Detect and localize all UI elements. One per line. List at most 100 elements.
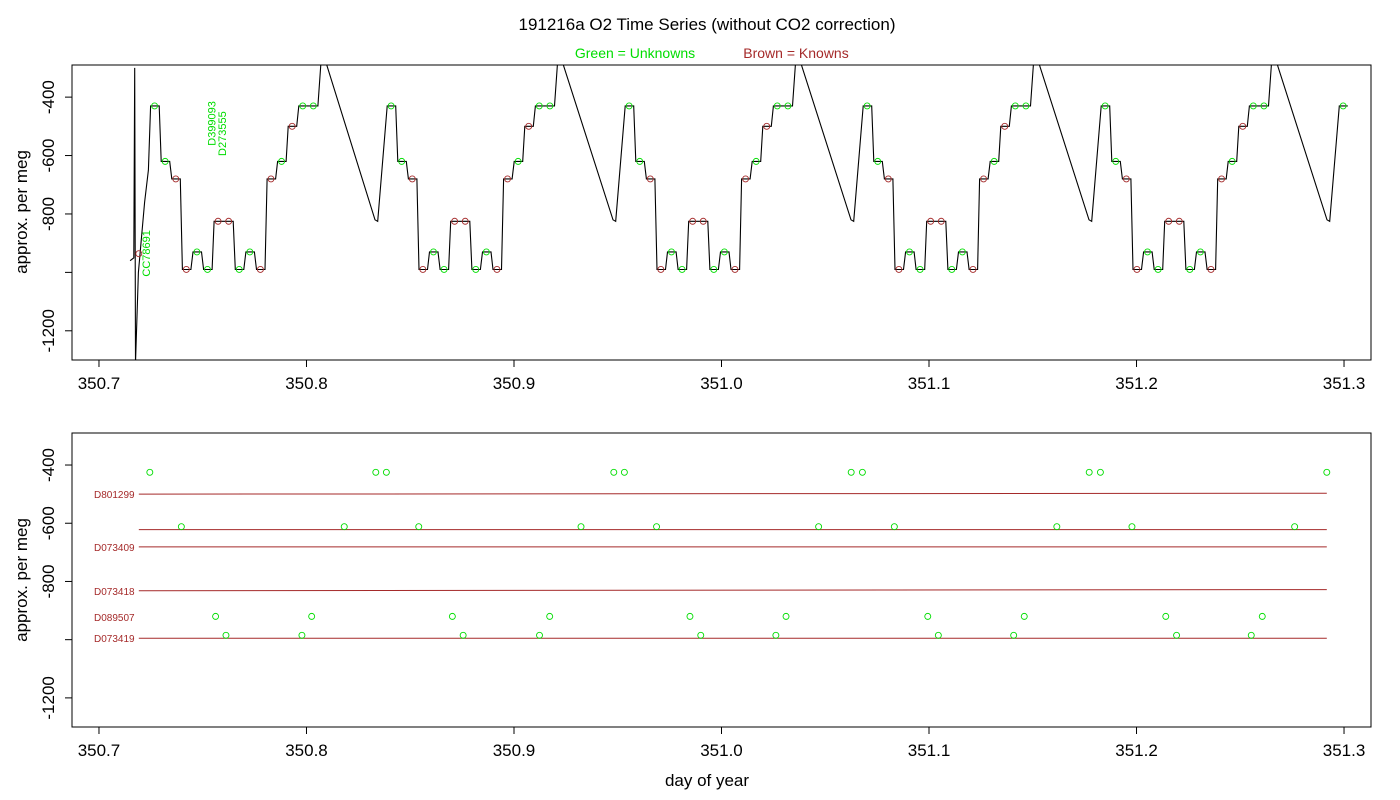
known-standard-label: D801299 (94, 490, 135, 501)
x-tick-label: 351.2 (1115, 741, 1158, 760)
unknown-point (1101, 102, 1109, 110)
x-axis-label: day of year (665, 771, 749, 790)
unknown-point (625, 102, 633, 110)
unknown-point (387, 102, 395, 110)
unknown-point (948, 266, 956, 273)
unknown-point (636, 157, 644, 165)
bottom-panel: 350.7 350.8 350.9 351.0 351.1 351.2 351.3 -400 -… (39, 432, 1372, 760)
x-tick-label: 351.2 (1115, 374, 1158, 393)
unknown-point (1144, 248, 1151, 256)
known-point (504, 175, 511, 183)
unknown-point (246, 248, 254, 256)
known-standard-line (138, 528, 1327, 531)
legend-knowns: Brown = Knowns (743, 45, 848, 61)
known-point (225, 217, 233, 225)
unknown-point (782, 612, 790, 620)
unknown-point (1249, 102, 1257, 110)
unknown-point (1228, 157, 1236, 165)
sample-annotation: CC78691 (141, 230, 153, 276)
known-point (408, 175, 416, 183)
known-standard-label: D073418 (94, 587, 135, 598)
unknown-point (752, 157, 760, 165)
unknown-point (546, 102, 554, 110)
unknown-point (1022, 102, 1030, 110)
unknown-point (847, 468, 855, 476)
unknown-point (1196, 248, 1204, 256)
known-point (937, 217, 945, 225)
unknown-point (193, 248, 201, 256)
y-tick-label: -400 (39, 80, 58, 114)
known-point (980, 175, 988, 183)
unknown-point (382, 468, 390, 476)
unknown-point (1011, 102, 1019, 110)
known-point (182, 266, 190, 273)
known-standard-line (138, 492, 1327, 495)
known-point (451, 217, 459, 225)
unknown-point (514, 157, 522, 165)
unknown-point (815, 523, 823, 531)
x-tick-label: 350.8 (285, 374, 328, 393)
unknown-point (1085, 468, 1093, 476)
unknown-point (278, 157, 286, 165)
known-point (135, 250, 143, 258)
unknown-point (1112, 157, 1120, 165)
known-standard-line (138, 546, 1327, 548)
sample-annotation: D399093 (207, 101, 219, 146)
unknown-point (177, 523, 185, 531)
unknown-point (535, 102, 543, 110)
y-tick-label: -800 (39, 197, 58, 231)
known-point (1218, 175, 1226, 183)
known-point (1122, 175, 1130, 183)
unknown-point (1291, 523, 1299, 531)
unknown-point (204, 266, 211, 273)
unknown-point (212, 612, 220, 620)
unknown-point (772, 631, 780, 639)
unknown-point (1186, 266, 1194, 273)
known-point (763, 122, 771, 130)
y-tick-label: -400 (39, 448, 58, 482)
unknown-point (308, 612, 316, 620)
unknown-point (934, 631, 942, 639)
unknown-point (858, 468, 866, 476)
known-standard-line (138, 589, 1327, 592)
unknown-point (1260, 102, 1268, 110)
unknown-point (299, 102, 307, 110)
unknown-point (668, 248, 675, 256)
unknown-point (720, 248, 728, 256)
trace-group (129, 65, 1348, 360)
known-point (731, 266, 739, 273)
chart-title: 191216a O2 Time Series (without CO2 corr… (518, 15, 895, 34)
known-point (1175, 217, 1183, 225)
known-point (493, 266, 501, 273)
top-y-axis-label: approx. per meg (12, 150, 31, 274)
unknown-point (1173, 631, 1181, 639)
legend-unknowns: Green = Unknowns (575, 45, 695, 61)
known-point (1207, 266, 1215, 273)
known-point (461, 217, 469, 225)
known-point (214, 217, 222, 225)
known-point (969, 266, 977, 273)
known-point (1239, 122, 1247, 130)
x-tick-label: 350.9 (493, 741, 536, 760)
x-tick-label: 350.8 (285, 741, 328, 760)
known-point (689, 217, 697, 225)
x-tick-label: 350.7 (78, 374, 121, 393)
unknown-point (577, 523, 585, 531)
unknown-point (773, 102, 781, 110)
unknown-point (546, 612, 554, 620)
y-tick-label: -600 (39, 506, 58, 540)
unknown-point (398, 157, 406, 165)
unknown-point (1323, 468, 1331, 476)
y-tick-label: -1200 (39, 676, 58, 719)
unknown-point (482, 248, 490, 256)
unknown-point (146, 468, 154, 476)
sample-annotation: D273555 (217, 111, 229, 156)
unknown-point (340, 523, 348, 531)
unknown-point (1053, 523, 1061, 531)
known-point (895, 266, 903, 273)
known-point (419, 266, 427, 273)
unknown-point (610, 468, 618, 476)
unknown-point (784, 102, 792, 110)
unknown-point (1247, 631, 1255, 639)
unknown-point (161, 157, 169, 165)
